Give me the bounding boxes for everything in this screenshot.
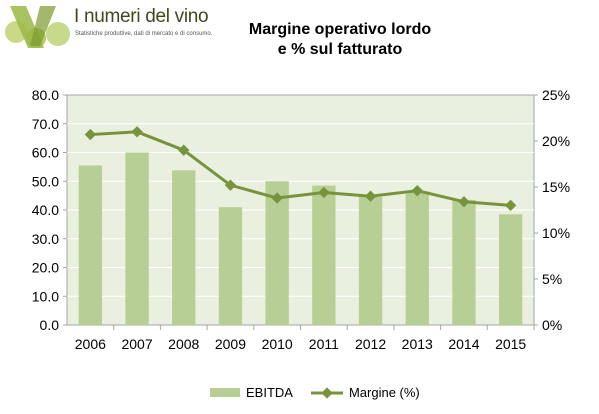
chart-title-line-2: e % sul fatturato	[277, 41, 403, 58]
x-tick-label: 2008	[168, 336, 199, 352]
point-margine	[178, 144, 190, 156]
chart-title: Margine operativo lordo e % sul fatturat…	[240, 20, 440, 60]
y-left-tick-label: 80.0	[32, 87, 59, 103]
x-tick-label: 2006	[75, 336, 106, 352]
bar-ebitda	[405, 191, 429, 325]
y-right-tick-label: 10%	[542, 225, 570, 241]
legend-swatch-ebitda	[210, 388, 240, 397]
y-left-tick-label: 60.0	[32, 145, 59, 161]
bar-ebitda	[125, 152, 149, 325]
y-right-tick-label: 0%	[542, 317, 562, 333]
logo-subtitle: Statistiche produttive, dati di mercato …	[75, 31, 213, 37]
bar-ebitda	[78, 165, 103, 325]
point-margine	[224, 179, 237, 191]
x-tick-label: 2012	[355, 336, 386, 352]
y-right-tick-label: 5%	[542, 271, 562, 287]
line-margine	[90, 130, 511, 207]
legend-item-margine: Margine (%)	[310, 385, 420, 400]
y-right-tick-label: 15%	[542, 179, 570, 195]
x-tick-label: 2010	[262, 336, 293, 352]
y-left-tick-label: 30.0	[32, 231, 59, 247]
x-tick-label: 2013	[402, 336, 433, 352]
point-margine	[364, 190, 377, 202]
bar-ebitda	[218, 207, 243, 325]
y-right-tick-label: 25%	[542, 87, 570, 103]
x-tick-label: 2014	[448, 336, 479, 352]
y-left-tick-label: 40.0	[32, 202, 59, 218]
bar-ebitda	[172, 170, 196, 325]
x-tick-label: 2011	[309, 336, 339, 352]
y-left-tick-label: 20.0	[32, 260, 59, 276]
point-margine	[411, 185, 423, 197]
y-left-tick-label: 50.0	[32, 173, 59, 189]
legend-label-margine: Margine (%)	[348, 385, 420, 400]
legend-item-ebitda: EBITDA	[210, 385, 293, 400]
y-right-tick-label: 20%	[542, 133, 570, 149]
x-tick-label: 2015	[495, 336, 526, 352]
y-left-tick-label: 70.0	[32, 116, 59, 132]
point-margine	[458, 196, 470, 208]
logo: I numeri del vino Statistiche produttive…	[0, 0, 215, 52]
legend-line-margine	[310, 386, 343, 399]
point-margine	[504, 199, 517, 212]
legend-label-ebitda: EBITDA	[246, 385, 293, 400]
bar-ebitda	[498, 214, 523, 325]
bar-ebitda	[312, 185, 336, 325]
chart-title-line-1: Margine operativo lordo	[248, 21, 432, 38]
y-left-tick-label: 10.0	[32, 288, 59, 304]
point-margine	[318, 186, 330, 199]
bar-ebitda	[358, 197, 383, 325]
wine-grape-logo-icon	[5, 6, 70, 48]
logo-title: I numeri del vino	[74, 6, 209, 27]
chart-legend: EBITDA Margine (%)	[210, 385, 438, 400]
bar-ebitda	[452, 199, 476, 325]
x-tick-label: 2009	[215, 336, 246, 352]
bar-ebitda	[265, 181, 289, 325]
point-margine	[271, 192, 283, 204]
y-left-tick-label: 0.0	[40, 317, 60, 333]
x-tick-label: 2007	[121, 336, 152, 352]
